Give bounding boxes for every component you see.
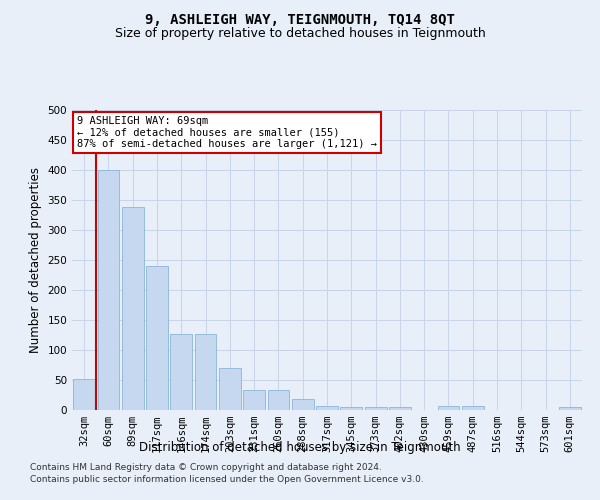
Bar — [97, 170, 119, 410]
Bar — [462, 406, 484, 410]
Bar — [268, 390, 289, 410]
Text: Contains public sector information licensed under the Open Government Licence v3: Contains public sector information licen… — [30, 475, 424, 484]
Bar — [389, 407, 411, 410]
Bar — [146, 266, 168, 410]
Text: Contains HM Land Registry data © Crown copyright and database right 2024.: Contains HM Land Registry data © Crown c… — [30, 464, 382, 472]
Bar — [365, 407, 386, 410]
Bar — [219, 368, 241, 410]
Bar — [194, 334, 217, 410]
Bar — [73, 379, 95, 410]
Bar — [292, 399, 314, 410]
Bar — [559, 407, 581, 410]
Bar — [316, 406, 338, 410]
Bar — [122, 207, 143, 410]
Text: 9 ASHLEIGH WAY: 69sqm
← 12% of detached houses are smaller (155)
87% of semi-det: 9 ASHLEIGH WAY: 69sqm ← 12% of detached … — [77, 116, 377, 149]
Text: Distribution of detached houses by size in Teignmouth: Distribution of detached houses by size … — [139, 441, 461, 454]
Bar — [437, 406, 460, 410]
Bar — [340, 407, 362, 410]
Y-axis label: Number of detached properties: Number of detached properties — [29, 167, 42, 353]
Bar — [170, 334, 192, 410]
Bar — [243, 390, 265, 410]
Text: Size of property relative to detached houses in Teignmouth: Size of property relative to detached ho… — [115, 28, 485, 40]
Text: 9, ASHLEIGH WAY, TEIGNMOUTH, TQ14 8QT: 9, ASHLEIGH WAY, TEIGNMOUTH, TQ14 8QT — [145, 12, 455, 26]
